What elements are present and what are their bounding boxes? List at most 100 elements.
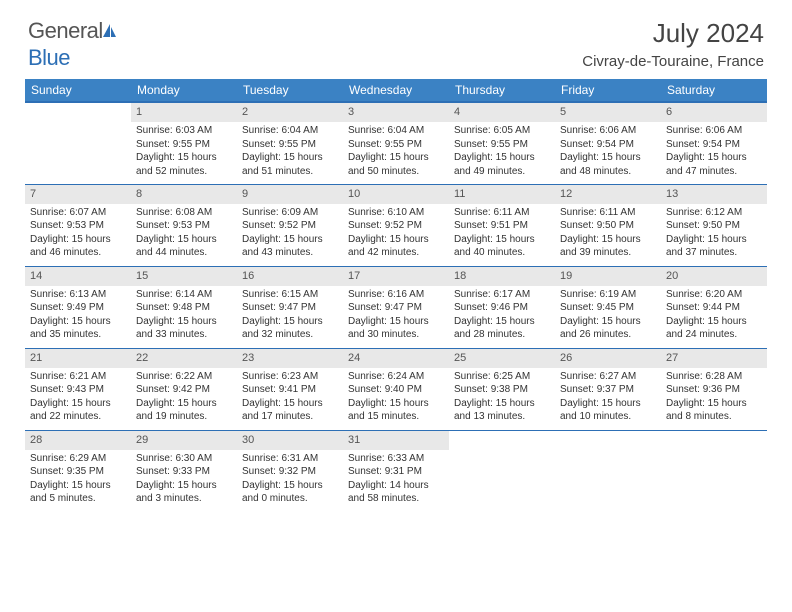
sunset-line: Sunset: 9:41 PM (242, 384, 316, 395)
day-number: 27 (661, 349, 767, 368)
sunrise-line: Sunrise: 6:23 AM (242, 371, 318, 382)
sunset-line: Sunset: 9:31 PM (348, 466, 422, 477)
day-number: 16 (237, 267, 343, 286)
day-content: Sunrise: 6:04 AMSunset: 9:55 PMDaylight:… (343, 122, 449, 181)
day-number: 21 (25, 349, 131, 368)
sunrise-line: Sunrise: 6:27 AM (560, 371, 636, 382)
day-content: Sunrise: 6:27 AM Sunset: 9:37 PM Daylight:… (555, 368, 661, 427)
sunset-line: Sunset: 9:44 PM (666, 302, 740, 313)
day-number: 9 (237, 185, 343, 204)
day-number: 18 (449, 267, 555, 286)
weekday-header: Thursday (449, 79, 555, 102)
daylight-line: Daylight: 15 hours and 5 minutes. (30, 480, 111, 505)
calendar-day-cell (661, 430, 767, 512)
sunrise-line: Sunrise: 6:11 AM (454, 207, 529, 218)
calendar-day-cell: 19Sunrise: 6:19 AMSunset: 9:45 PMDayligh… (555, 266, 661, 348)
weekday-header: Saturday (661, 79, 767, 102)
calendar-day-cell: 3Sunrise: 6:04 AMSunset: 9:55 PMDaylight… (343, 102, 449, 184)
sunset-line: Sunset: 9:53 PM (30, 220, 104, 231)
calendar-week-row: 14Sunrise: 6:13 AMSunset: 9:49 PMDayligh… (25, 266, 767, 348)
day-content: Sunrise: 6:06 AMSunset: 9:54 PMDaylight:… (555, 122, 661, 181)
sunset-line: Sunset: 9:51 PM (454, 220, 528, 231)
sunset-line: Sunset: 9:50 PM (560, 220, 634, 231)
day-number: 17 (343, 267, 449, 286)
sunset-line: Sunset: 9:52 PM (348, 220, 422, 231)
sunrise-line: Sunrise: 6:25 AM (454, 371, 530, 382)
day-number: 11 (449, 185, 555, 204)
weekday-header: Monday (131, 79, 237, 102)
calendar-table: SundayMondayTuesdayWednesdayThursdayFrid… (25, 79, 767, 512)
sunrise-line: Sunrise: 6:31 AM (242, 453, 318, 464)
weekday-header: Sunday (25, 79, 131, 102)
sunset-line: Sunset: 9:37 PM (560, 384, 634, 395)
sunrise-line: Sunrise: 6:07 AM (30, 207, 106, 218)
sunrise-line: Sunrise: 6:13 AM (30, 289, 106, 300)
sunset-line: Sunset: 9:55 PM (242, 139, 316, 150)
day-content: Sunrise: 6:23 AMSunset: 9:41 PMDaylight:… (237, 368, 343, 427)
daylight-line: Daylight: 15 hours and 43 minutes. (242, 234, 323, 259)
sunrise-line: Sunrise: 6:05 AM (454, 125, 530, 136)
daylight-line: Daylight: 15 hours and 44 minutes. (136, 234, 217, 259)
day-content: Sunrise: 6:25 AMSunset: 9:38 PMDaylight:… (449, 368, 555, 427)
daylight-line: Daylight: 15 hours and 47 minutes. (666, 152, 747, 177)
calendar-day-cell: 4 Sunrise: 6:05 AM Sunset: 9:55 PM Daylight… (449, 102, 555, 184)
day-content: Sunrise: 6:17 AMSunset: 9:46 PMDaylight:… (449, 286, 555, 345)
sunrise-line: Sunrise: 6:11 AM (560, 207, 635, 218)
calendar-day-cell: 6Sunrise: 6:06 AMSunset: 9:54 PMDaylight… (661, 102, 767, 184)
sunrise-line: Sunrise: 6:14 AM (136, 289, 212, 300)
sunset-line: Sunset: 9:43 PM (30, 384, 104, 395)
daylight-line: Daylight: 15 hours and 46 minutes. (30, 234, 111, 259)
sunrise-line: Sunrise: 6:19 AM (560, 289, 636, 300)
title-block: July 2024 Civray-de-Touraine, France (582, 18, 764, 70)
sunrise-line: Sunrise: 6:21 AM (30, 371, 106, 382)
day-content: Sunrise: 6:11 AMSunset: 9:51 PMDaylight:… (449, 204, 555, 263)
sunset-line: Sunset: 9:55 PM (136, 139, 210, 150)
weekday-header: Wednesday (343, 79, 449, 102)
daylight-line: Daylight: 15 hours and 35 minutes. (30, 316, 111, 341)
daylight-line: Daylight: 15 hours and 50 minutes. (348, 152, 429, 177)
calendar-day-cell: 15Sunrise: 6:14 AMSunset: 9:48 PMDayligh… (131, 266, 237, 348)
sunset-line: Sunset: 9:45 PM (560, 302, 634, 313)
sunrise-line: Sunrise: 6:10 AM (348, 207, 424, 218)
sunrise-line: Sunrise: 6:09 AM (242, 207, 318, 218)
sunrise-line: Sunrise: 6:04 AM (242, 125, 318, 136)
day-content: Sunrise: 6:12 AMSunset: 9:50 PMDaylight:… (661, 204, 767, 263)
daylight-line: Daylight: 15 hours and 49 minutes. (454, 152, 535, 177)
day-number: 22 (131, 349, 237, 368)
day-number: 10 (343, 185, 449, 204)
daylight-line: Daylight: 15 hours and 10 minutes. (560, 398, 641, 423)
sunrise-line: Sunrise: 6:28 AM (666, 371, 742, 382)
day-number: 8 (131, 185, 237, 204)
day-number: 24 (343, 349, 449, 368)
day-number: 26 (555, 349, 661, 368)
daylight-line: Daylight: 15 hours and 37 minutes. (666, 234, 747, 259)
sunset-line: Sunset: 9:55 PM (454, 139, 528, 150)
calendar-day-cell (25, 102, 131, 184)
sunrise-line: Sunrise: 6:16 AM (348, 289, 424, 300)
calendar-day-cell: 12Sunrise: 6:11 AMSunset: 9:50 PMDayligh… (555, 184, 661, 266)
calendar-day-cell: 27Sunrise: 6:28 AMSunset: 9:36 PMDayligh… (661, 348, 767, 430)
day-number: 2 (237, 103, 343, 122)
calendar-day-cell: 10Sunrise: 6:10 AMSunset: 9:52 PMDayligh… (343, 184, 449, 266)
day-content: Sunrise: 6:14 AMSunset: 9:48 PMDaylight:… (131, 286, 237, 345)
calendar-day-cell: 25Sunrise: 6:25 AMSunset: 9:38 PMDayligh… (449, 348, 555, 430)
weekday-header: Friday (555, 79, 661, 102)
day-content: Sunrise: 6:21 AMSunset: 9:43 PMDaylight:… (25, 368, 131, 427)
daylight-line: Daylight: 15 hours and 51 minutes. (242, 152, 323, 177)
day-number: 4 (449, 103, 555, 122)
sunset-line: Sunset: 9:54 PM (560, 139, 634, 150)
sunrise-line: Sunrise: 6:03 AM (136, 125, 212, 136)
calendar-day-cell: 2 Sunrise: 6:04 AM Sunset: 9:55 PM Daylight… (237, 102, 343, 184)
day-content: Sunrise: 6:30 AMSunset: 9:33 PMDaylight:… (131, 450, 237, 509)
calendar-day-cell: 23Sunrise: 6:23 AMSunset: 9:41 PMDayligh… (237, 348, 343, 430)
daylight-line: Daylight: 15 hours and 13 minutes. (454, 398, 535, 423)
day-number: 15 (131, 267, 237, 286)
day-number: 13 (661, 185, 767, 204)
sunrise-line: Sunrise: 6:06 AM (666, 125, 742, 136)
day-content: Sunrise: 6:08 AMSunset: 9:53 PMDaylight:… (131, 204, 237, 263)
day-number: 5 (555, 103, 661, 122)
calendar-day-cell: 31Sunrise: 6:33 AMSunset: 9:31 PMDayligh… (343, 430, 449, 512)
calendar-day-cell (555, 430, 661, 512)
sunset-line: Sunset: 9:48 PM (136, 302, 210, 313)
day-content: Sunrise: 6:19 AMSunset: 9:45 PMDaylight:… (555, 286, 661, 345)
